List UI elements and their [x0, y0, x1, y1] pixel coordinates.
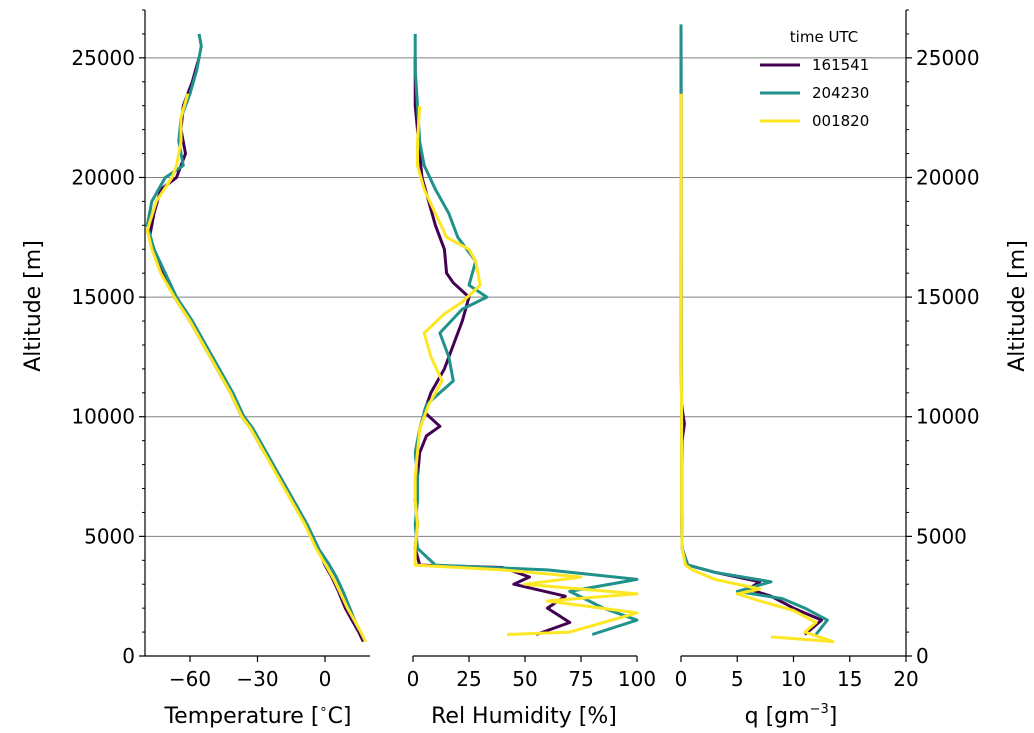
y-tick-label-right-20000: 20000: [916, 165, 980, 189]
y-tick-label-right-15000: 15000: [916, 285, 980, 309]
series-layer: [145, 24, 835, 644]
gridlines: [145, 57, 906, 537]
y-tick-label-right-10000: 10000: [916, 405, 980, 429]
y-tick-label-left-0: 0: [122, 644, 135, 668]
series-humidity-001820: [413, 105, 639, 636]
y-axis-label-right: Altitude [m]: [1005, 240, 1030, 372]
series-humidity-161541: [413, 57, 572, 636]
y-tick-label-right-0: 0: [916, 644, 929, 668]
x-tick-label-specific_humidity-5: 5: [731, 667, 744, 691]
series-temperature-204230: [145, 33, 365, 638]
x-tick-label-humidity-25: 25: [456, 667, 481, 691]
x-tick-label-temperature--60: −60: [169, 667, 211, 691]
x-tick-label-specific_humidity-10: 10: [781, 667, 806, 691]
x-tick-label-humidity-75: 75: [568, 667, 593, 691]
x-tick-label-specific_humidity-20: 20: [893, 667, 918, 691]
y-tick-label-left-25000: 25000: [71, 46, 135, 70]
y-axis-label-left: Altitude [m]: [21, 240, 46, 372]
x-axis-label-q: q [gm−3]: [745, 702, 838, 729]
x-tick-label-temperature-0: 0: [319, 667, 332, 691]
x-tick-label-specific_humidity-15: 15: [837, 667, 862, 691]
legend: time UTC 161541 204230 001820: [760, 28, 869, 130]
series-specific_humidity-161541: [679, 26, 824, 636]
x-tick-label-humidity-50: 50: [512, 667, 537, 691]
series-specific_humidity-204230: [679, 24, 829, 636]
legend-entry-161541: 161541: [812, 56, 869, 74]
x-axis-label-humidity: Rel Humidity [%]: [431, 704, 617, 729]
x-axis-label-temperature-sup: ∘: [319, 702, 327, 717]
y-tick-label-right-5000: 5000: [916, 524, 967, 548]
x-tick-label-humidity-0: 0: [407, 667, 420, 691]
y-tick-label-left-10000: 10000: [71, 405, 135, 429]
y-tick-label-left-15000: 15000: [71, 285, 135, 309]
x-axis-label-temperature: Temperature [∘C]: [163, 702, 351, 729]
x-axis-label-q-sup: −3: [810, 702, 829, 717]
y-tick-label-left-20000: 20000: [71, 165, 135, 189]
legend-entry-204230: 204230: [812, 84, 869, 102]
x-tick-label-specific_humidity-0: 0: [675, 667, 688, 691]
x-tick-label-humidity-100: 100: [618, 667, 656, 691]
axes-layer: −60 −30 0 0 25 50 75 100 0 5 10 15 20050001000015000…: [71, 9, 980, 691]
legend-title: time UTC: [790, 28, 858, 46]
legend-entry-001820: 001820: [812, 112, 869, 130]
series-humidity-204230: [413, 33, 639, 636]
y-tick-label-left-5000: 5000: [84, 524, 135, 548]
y-tick-label-right-25000: 25000: [916, 46, 980, 70]
series-specific_humidity-001820: [679, 93, 835, 644]
series-temperature-001820: [145, 93, 367, 643]
x-tick-label-temperature--30: −30: [236, 667, 278, 691]
